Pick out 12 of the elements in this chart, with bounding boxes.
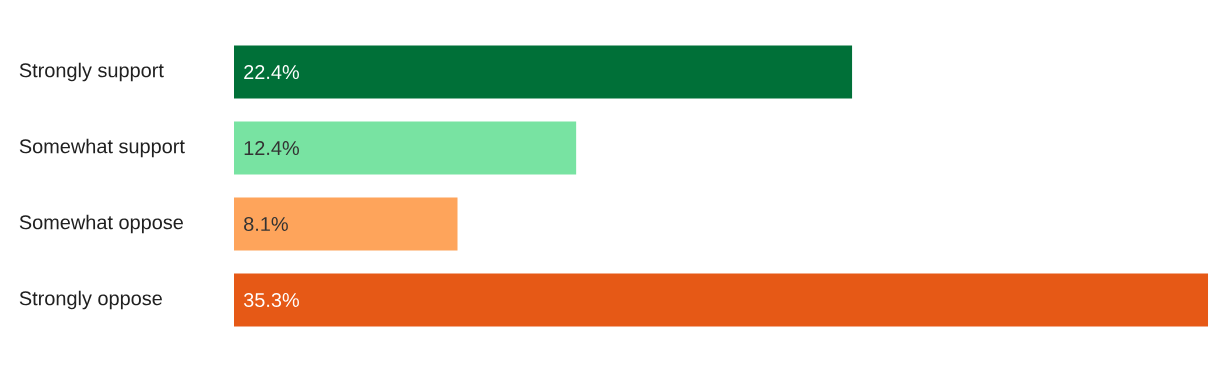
bar xyxy=(234,197,458,251)
bar xyxy=(234,45,853,99)
data-label: 22.4% xyxy=(244,64,299,80)
y-tick-label: Strongly support xyxy=(19,62,164,82)
data-label: 35.3% xyxy=(243,292,299,308)
y-tick-label: Strongly oppose xyxy=(19,290,162,310)
data-label: 8.1% xyxy=(244,216,288,232)
y-tick-label: Somewhat support xyxy=(19,138,185,158)
y-tick-label: Somewhat oppose xyxy=(19,214,183,234)
bar xyxy=(234,121,577,175)
data-label: 12.4% xyxy=(244,140,299,156)
bar xyxy=(234,273,1209,327)
